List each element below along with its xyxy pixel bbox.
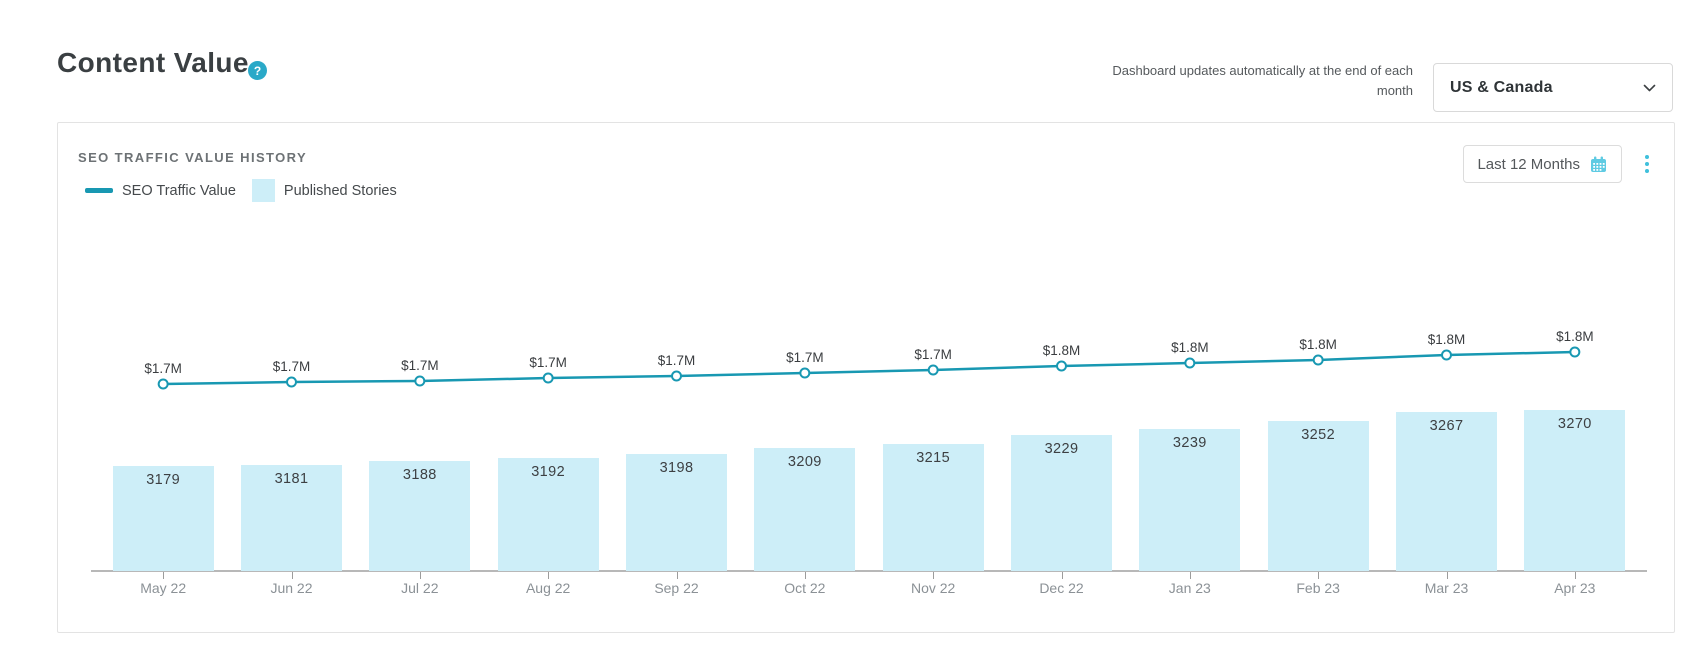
line-point-label: $1.8M (1299, 337, 1337, 352)
chart-legend: SEO Traffic Value Published Stories (85, 179, 397, 202)
x-axis-label: Jul 22 (401, 580, 439, 596)
published-stories-bar[interactable]: 3188 (369, 461, 471, 571)
x-axis-tick (419, 572, 421, 579)
chart-plot: 3179 May 22 3181 Jun 22 3188 Jul 22 3192 Aug 22… (99, 123, 1639, 596)
x-axis-label: Sep 22 (654, 580, 699, 596)
card-title: SEO TRAFFIC VALUE HISTORY (78, 150, 308, 165)
published-stories-bar[interactable]: 3192 (497, 458, 599, 571)
x-axis-tick (1189, 572, 1191, 579)
range-button-label: Last 12 Months (1477, 155, 1580, 173)
bar-swatch (251, 179, 275, 202)
line-point-label: $1.7M (914, 347, 952, 362)
line-point[interactable] (927, 364, 939, 376)
line-point[interactable] (542, 372, 554, 384)
line-point[interactable] (671, 370, 682, 382)
chevron-down-icon (1643, 84, 1656, 92)
x-axis-label: Nov 22 (910, 580, 956, 596)
published-stories-bar[interactable]: 3270 (1524, 410, 1626, 571)
legend-item-seo-traffic-value[interactable]: SEO Traffic Value (85, 183, 236, 199)
kebab-menu-icon[interactable] (1636, 151, 1658, 177)
calendar-icon (1589, 155, 1608, 174)
x-axis-label: Jun 22 (270, 580, 313, 596)
x-axis-label: May 22 (140, 580, 187, 596)
published-stories-bar[interactable]: 3267 (1396, 412, 1497, 571)
line-point-label: $1.8M (1171, 340, 1209, 355)
line-point[interactable] (286, 376, 297, 388)
line-point[interactable] (157, 378, 169, 390)
x-axis-label: Mar 23 (1424, 580, 1469, 596)
x-axis-tick (676, 572, 678, 579)
x-axis-label: Aug 22 (525, 580, 571, 596)
x-axis-tick (163, 572, 165, 579)
line-point[interactable] (799, 367, 811, 379)
bar-value-label: 3188 (402, 467, 437, 483)
line-point-label: $1.7M (786, 350, 824, 365)
page-title: Content Value (57, 47, 249, 78)
line-point[interactable] (414, 375, 426, 387)
line-point-label: $1.8M (1043, 343, 1081, 358)
bar-value-label: 3209 (787, 454, 822, 470)
published-stories-bar[interactable]: 3179 (112, 466, 214, 571)
x-axis-label: Feb 23 (1296, 580, 1340, 596)
x-axis-tick (1446, 572, 1448, 579)
line-point-label: $1.7M (401, 358, 439, 373)
bar-value-label: 3198 (659, 460, 694, 476)
line-point[interactable] (1441, 349, 1452, 361)
line-point-label: $1.7M (658, 353, 696, 368)
bar-value-label: 3181 (274, 471, 309, 487)
seo-traffic-value-line: $1.7M $1.7M $1.7M $1.7M $1.7M $1.7M $1.7M $1.8M… (144, 329, 1594, 390)
date-range-button[interactable]: Last 12 Months (1463, 145, 1622, 183)
x-axis-label: Dec 22 (1039, 580, 1084, 596)
x-axis-tick (1061, 572, 1063, 579)
bar-value-label: 3215 (916, 450, 951, 466)
published-stories-bar[interactable]: 3209 (754, 448, 856, 571)
line-point-label: $1.8M (1556, 329, 1594, 344)
bar-value-label: 3239 (1172, 435, 1207, 451)
line-point[interactable] (1312, 354, 1324, 366)
legend-bar-label: Published Stories (283, 182, 397, 199)
line-point-label: $1.7M (273, 359, 311, 374)
update-note: Dashboard updates automatically at the e… (1112, 63, 1413, 98)
line-point-label: $1.7M (144, 361, 182, 376)
bar-value-label: 3267 (1429, 418, 1464, 434)
published-stories-bar[interactable]: 3252 (1267, 421, 1369, 571)
line-point-label: $1.8M (1428, 332, 1466, 347)
line-point[interactable] (1184, 357, 1196, 369)
x-axis-label: Jan 23 (1168, 580, 1211, 596)
bar-value-label: 3229 (1044, 441, 1079, 457)
bar-value-label: 3192 (531, 464, 566, 480)
region-dropdown[interactable]: US & Canada (1433, 63, 1673, 112)
published-stories-bar[interactable]: 3229 (1011, 435, 1112, 571)
x-axis-tick (1574, 572, 1576, 579)
line-point[interactable] (1056, 360, 1067, 372)
question-mark-glyph: ? (253, 63, 262, 78)
legend-item-published-stories[interactable]: Published Stories (251, 179, 397, 202)
line-point[interactable] (1569, 346, 1581, 358)
x-axis-tick (933, 572, 935, 579)
x-axis-tick (804, 572, 806, 579)
x-axis-tick (1318, 572, 1320, 579)
x-axis-line (91, 570, 1647, 572)
help-icon[interactable]: ? (248, 61, 267, 80)
bar-value-label: 3270 (1557, 416, 1592, 432)
seo-traffic-value-card: SEO TRAFFIC VALUE HISTORY Last 12 Months (57, 122, 1675, 633)
x-axis-tick (291, 572, 293, 579)
region-dropdown-value: US & Canada (1450, 78, 1553, 96)
legend-line-label: SEO Traffic Value (122, 182, 236, 199)
published-stories-bar[interactable]: 3215 (882, 444, 984, 571)
line-point-label: $1.7M (529, 355, 567, 370)
published-stories-bar[interactable]: 3198 (626, 454, 727, 571)
line-swatch (85, 188, 113, 193)
x-axis-tick (548, 572, 550, 579)
published-stories-bar[interactable]: 3239 (1139, 429, 1241, 571)
bar-value-label: 3252 (1301, 427, 1336, 443)
published-stories-bar[interactable]: 3181 (241, 465, 342, 571)
x-axis-label: Oct 22 (784, 580, 826, 596)
x-axis-label: Apr 23 (1554, 580, 1596, 596)
bar-value-label: 3179 (146, 472, 181, 488)
